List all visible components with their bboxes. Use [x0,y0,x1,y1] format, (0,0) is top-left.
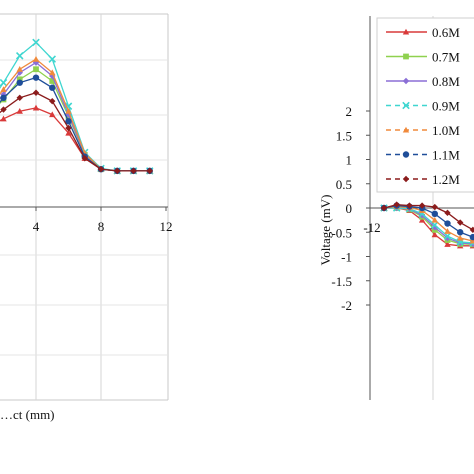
left-series-5-point-5 [16,79,23,86]
left-series-6-point-5 [16,94,23,101]
legend-label: 0.7M [432,50,460,65]
right-series-6-point-1 [393,201,400,208]
left-series-6-point-9 [81,155,88,162]
left-series-0-point-7 [49,111,56,118]
left-series-6-point-10 [97,166,105,173]
left-series-line-1 [0,68,150,172]
right-series-6-point-4 [431,203,438,211]
left-series-3-point-7 [48,55,57,63]
right-series-5-point-7 [469,233,474,241]
right-series-5-point-5 [444,220,451,227]
left-series-3-point-8-stroke-b [64,102,73,110]
right-series-6-point-3 [418,202,426,209]
right-series-4-point-6 [457,234,464,241]
left-series-4-point-8 [65,108,72,114]
left-series-3-point-7-stroke-b [48,55,57,63]
legend-marker-5 [402,151,410,158]
right-y-tick-label: 2 [346,104,353,119]
left-series-3-point-6 [32,38,40,47]
left-series-5-point-8 [65,118,72,125]
right-series-6-point-7 [469,226,474,234]
right-y-tick-label: -1 [341,250,352,265]
right-series-5-point-6 [457,229,464,236]
right-y-tick-label: -2 [341,298,352,313]
right-y-tick-label: -0.5 [331,225,352,240]
legend-label: 0.8M [432,74,460,89]
left-series-0-point-4 [0,115,7,122]
left-series-4-point-7 [49,69,56,76]
left-series-line-3 [0,41,150,172]
right-y-tick-label: -1.5 [331,274,352,289]
right-series-6-point-5 [444,209,451,217]
left-series-5-point-6 [32,74,40,81]
left-x-tick-label: 4 [33,219,40,234]
left-series-6-point-11 [114,167,121,175]
right-chart: 21.510.50-0.5-1-1.5-2-1280.6M0.7M0.8M0.9… [318,16,474,400]
left-series-6-point-7 [49,97,56,105]
legend-label: 0.6M [432,25,460,40]
right-legend: 0.6M 0.7M 0.8M 0.9M 1.0M 1.1M 1.2M [376,17,474,193]
left-series-6-point-12 [130,167,137,175]
left-series-5-point-7 [49,84,56,91]
right-series-6-point-0 [380,204,388,212]
legend-label: 1.0M [432,123,460,138]
left-series-3-point-5 [15,52,24,60]
legend-marker-0 [402,28,410,35]
right-series-4-point-5 [444,228,451,234]
legend-marker-1 [403,53,409,60]
right-series-5-point-4 [431,210,438,218]
left-series-3-point-5-stroke-b [15,52,24,60]
right-y-tick-label: 1 [346,153,353,168]
legend-marker-6 [402,175,410,183]
left-series-1-point-7 [49,78,56,84]
left-series-3-point-4-stroke-b [0,78,8,87]
left-x-tick-label: 12 [160,219,173,234]
right-series-4-point-4 [431,216,438,223]
left-series-6-point-13 [146,167,153,175]
left-series-4-point-6 [32,55,40,62]
legend-label: 1.2M [432,172,460,187]
left-series-0-point-6 [32,104,40,111]
right-y-tick-label: 0.5 [336,177,352,192]
right-series-0-point-4 [431,231,438,238]
right-series-6-point-2 [406,202,413,209]
legend-marker-2 [402,77,410,85]
left-series-3-point-8 [64,102,73,110]
legend-marker-3-stroke-b [402,101,410,110]
left-chart: 4 8 12 …ct (mm) [0,13,173,422]
left-series-6-point-4 [0,106,7,113]
right-series-6-point-6 [457,219,464,226]
left-series-0-point-5 [16,108,23,114]
left-series-3-point-6-stroke-b [32,38,40,47]
left-series-6-point-8 [65,124,72,132]
left-series-4-point-4 [0,86,7,92]
left-series-0-point-8 [65,129,72,136]
right-y-tick-label: 1.5 [336,128,352,143]
right-series-0-point-3 [418,216,426,223]
left-series-1-point-6 [33,66,39,73]
left-x-tick-label: 8 [98,219,105,234]
legend-marker-4 [402,126,410,133]
right-x-tick-label: -12 [363,220,380,235]
left-series-5-point-4 [0,94,7,102]
left-x-axis-label: …ct (mm) [0,407,55,422]
left-series-3-point-4 [0,78,8,87]
left-series-6-point-6 [32,89,40,96]
left-series-4-point-5 [16,66,23,72]
right-y-tick-label: 0 [346,201,353,216]
left-series-1-point-5 [16,76,23,83]
legend-label: 1.1M [432,148,460,163]
legend-label: 0.9M [432,99,460,114]
right-series-3-point-5 [443,232,452,240]
right-y-axis-label: Voltage (mV) [318,195,333,266]
right-series-3-point-5-stroke-b [443,232,452,240]
legend-marker-3 [402,101,410,110]
right-series-0-point-5 [444,241,451,247]
